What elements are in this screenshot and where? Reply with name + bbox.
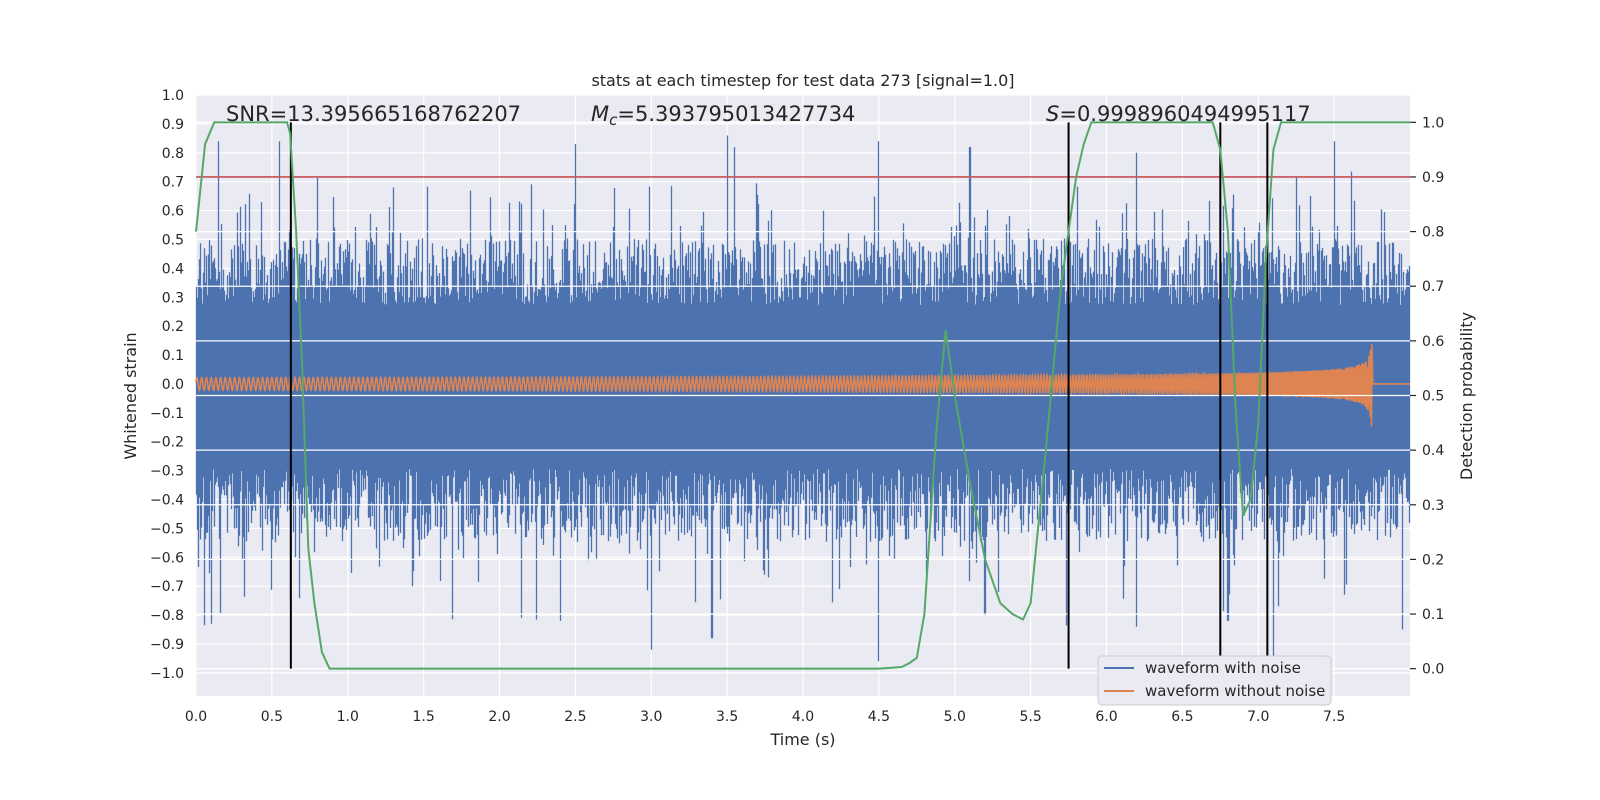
x-tick-label: 4.5 [868, 709, 890, 725]
y-tick-label: −0.3 [150, 464, 184, 480]
chirp-mass-annotation: Mc=5.393795013427734 [591, 102, 855, 129]
y-axis-ticks: 1.0 0.9 0.8 0.7 0.6 0.5 0.4 0.3 0.2 0.1 0.0 −0.1 −0.… [150, 88, 184, 682]
y-tick-label: 1.0 [162, 88, 184, 104]
legend: waveform with noise waveform without noi… [1097, 655, 1332, 706]
x-tick-label: 6.5 [1171, 709, 1193, 725]
x-tick-label: 2.5 [564, 709, 586, 725]
y2-tick-label: 0.9 [1422, 170, 1444, 186]
y-tick-label: 0.5 [162, 232, 184, 248]
y2-tick-label: 0.1 [1422, 607, 1444, 623]
y-tick-label: −1.0 [150, 666, 184, 682]
x-tick-label: 5.5 [1019, 709, 1041, 725]
x-tick-label: 2.0 [488, 709, 510, 725]
y-tick-label: −0.5 [150, 521, 184, 537]
y2-tick-label: 0.2 [1422, 552, 1444, 568]
x-tick-label: 5.0 [944, 709, 966, 725]
y2-tick-label: 0.8 [1422, 225, 1444, 241]
vertical-marker-lines [289, 122, 1269, 669]
detection-probability-line [195, 121, 1410, 670]
y2-tick-label: 0.6 [1422, 334, 1444, 350]
x-tick-label: 4.0 [792, 709, 814, 725]
y-axis-title: Whitened strain [121, 332, 140, 459]
y-tick-label: −0.1 [150, 406, 184, 422]
chirp-trace [195, 343, 1410, 427]
x-tick-label: 0.0 [185, 709, 207, 725]
x-axis-ticks: 0.0 0.5 1.0 1.5 2.0 2.5 3.0 3.5 4.0 4.5 5.0 5.5 6.0 6… [185, 709, 1345, 725]
x-tick-label: 1.0 [337, 709, 359, 725]
y-tick-label: 0.3 [162, 290, 184, 306]
y-tick-label: −0.9 [150, 637, 184, 653]
y2-axis-ticks: 1.0 0.9 0.8 0.7 0.6 0.5 0.4 0.3 0.2 0.1 0.0 [1410, 115, 1444, 678]
x-tick-label: 7.5 [1323, 709, 1345, 725]
y-tick-label: 0.2 [162, 319, 184, 335]
legend-box [1097, 655, 1332, 706]
y2-tick-label: 0.7 [1422, 279, 1444, 295]
y2-axis-title: Detection probability [1457, 312, 1476, 480]
y2-tick-label: 0.4 [1422, 443, 1444, 459]
x-tick-label: 6.0 [1095, 709, 1117, 725]
y2-tick-label: 0.0 [1422, 662, 1444, 678]
x-axis-title: Time (s) [769, 730, 835, 749]
y-tick-label: 0.1 [162, 348, 184, 364]
y-tick-label: 0.8 [162, 146, 184, 162]
x-tick-label: 3.5 [716, 709, 738, 725]
y-tick-label: −0.8 [150, 608, 184, 624]
x-tick-label: 3.0 [640, 709, 662, 725]
y-tick-label: 0.9 [162, 117, 184, 133]
x-tick-label: 7.0 [1247, 709, 1269, 725]
score-annotation: S=0.9998960494995117 [1046, 102, 1311, 126]
y-tick-label: −0.7 [150, 579, 184, 595]
x-tick-label: 1.5 [412, 709, 434, 725]
legend-label-noise: waveform with noise [1145, 659, 1301, 677]
x-tick-label: 0.5 [261, 709, 283, 725]
y-tick-label: 0.4 [162, 261, 184, 277]
y-tick-label: −0.4 [150, 493, 184, 509]
y-tick-label: −0.2 [150, 435, 184, 451]
y2-tick-label: 1.0 [1422, 115, 1444, 131]
chart-title: stats at each timestep for test data 273… [591, 71, 1014, 90]
waveform-without-noise-line [195, 343, 1410, 427]
legend-label-clean: waveform without noise [1145, 682, 1325, 700]
y2-tick-label: 0.5 [1422, 389, 1444, 405]
y-tick-label: 0.0 [162, 377, 184, 393]
y-tick-label: 0.7 [162, 175, 184, 191]
y-tick-label: −0.6 [150, 550, 184, 566]
y2-tick-label: 0.3 [1422, 498, 1444, 514]
snr-annotation: SNR=13.395665168762207 [226, 102, 521, 126]
y-tick-label: 0.6 [162, 204, 184, 220]
